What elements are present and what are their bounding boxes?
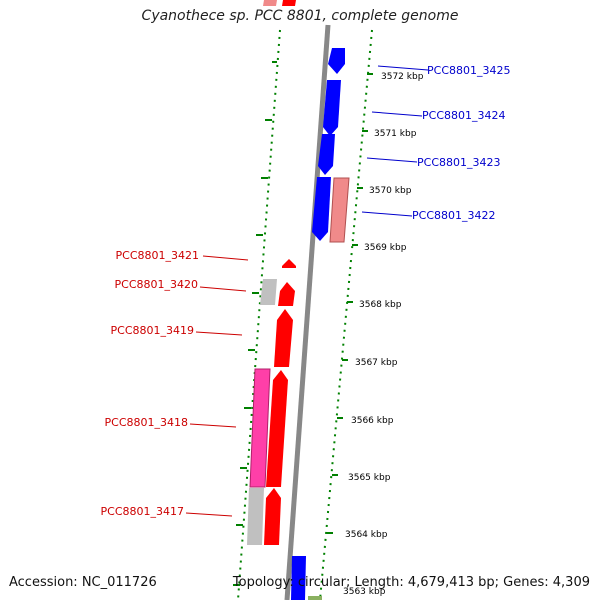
genome-backbone	[284, 24, 331, 600]
gene-pcc8801-3420[interactable]	[278, 282, 295, 306]
outer-ruler-ticks	[327, 73, 373, 534]
gene-label-pcc8801-3420[interactable]: PCC8801_3420	[115, 278, 198, 291]
gene-label-pcc8801-3421[interactable]: PCC8801_3421	[116, 249, 199, 262]
gene-gray-3417[interactable]	[247, 488, 264, 545]
gene-pcc8801-3419[interactable]	[274, 309, 293, 367]
tick-label: 3566 kbp	[351, 416, 394, 426]
gene-top-red[interactable]	[282, 0, 296, 6]
tick-label: 3571 kbp	[374, 129, 417, 139]
gene-pcc8801-3421[interactable]	[282, 259, 296, 268]
gene-pcc8801-3417[interactable]	[264, 488, 281, 545]
tick-label: 3564 kbp	[345, 530, 388, 540]
gene-salmon-reverse[interactable]	[329, 177, 350, 243]
gene-pcc8801-3422[interactable]	[312, 177, 331, 241]
accession-text: Accession: NC_011726	[9, 575, 157, 590]
tick-labels: 3572 kbp 3571 kbp 3570 kbp 3569 kbp 3568…	[343, 72, 424, 597]
genome-summary-text: Topology: circular; Length: 4,679,413 bp…	[232, 575, 590, 590]
gene-pcc8801-3425[interactable]	[328, 48, 345, 74]
gene-label-pcc8801-3423[interactable]: PCC8801_3423	[417, 156, 500, 169]
tick-label: 3569 kbp	[364, 243, 407, 253]
tick-label: 3567 kbp	[355, 358, 398, 368]
gene-label-pcc8801-3418[interactable]: PCC8801_3418	[105, 416, 188, 429]
gene-salmon-top[interactable]	[263, 0, 277, 6]
gene-gray-3420[interactable]	[260, 279, 277, 305]
gene-olive-bottom[interactable]	[308, 596, 322, 600]
gene-pcc8801-3423[interactable]	[318, 134, 335, 175]
gene-label-pcc8801-3424[interactable]: PCC8801_3424	[422, 109, 505, 122]
gene-pink-3418[interactable]	[249, 368, 271, 488]
gene-pcc8801-3418[interactable]	[266, 370, 288, 487]
tick-label: 3568 kbp	[359, 300, 402, 310]
gene-bottom-blue[interactable]	[291, 556, 306, 600]
outer-ruler-track	[319, 29, 373, 600]
right-gene-labels	[361, 65, 429, 217]
gene-label-pcc8801-3417[interactable]: PCC8801_3417	[101, 505, 184, 518]
inner-ruler-track	[237, 29, 281, 600]
gene-pcc8801-3424[interactable]	[323, 80, 341, 136]
gene-label-pcc8801-3425[interactable]: PCC8801_3425	[427, 64, 510, 77]
tick-label: 3570 kbp	[369, 186, 412, 196]
inner-ruler-ticks	[233, 61, 277, 586]
tick-label: 3572 kbp	[381, 72, 424, 82]
gene-label-pcc8801-3422[interactable]: PCC8801_3422	[412, 209, 495, 222]
gene-label-pcc8801-3419[interactable]: PCC8801_3419	[111, 324, 194, 337]
genome-title: Cyanothece sp. PCC 8801, complete genome	[141, 8, 459, 24]
tick-label: 3563 kbp	[343, 587, 386, 597]
tick-label: 3565 kbp	[348, 473, 391, 483]
left-gene-labels	[185, 255, 249, 517]
